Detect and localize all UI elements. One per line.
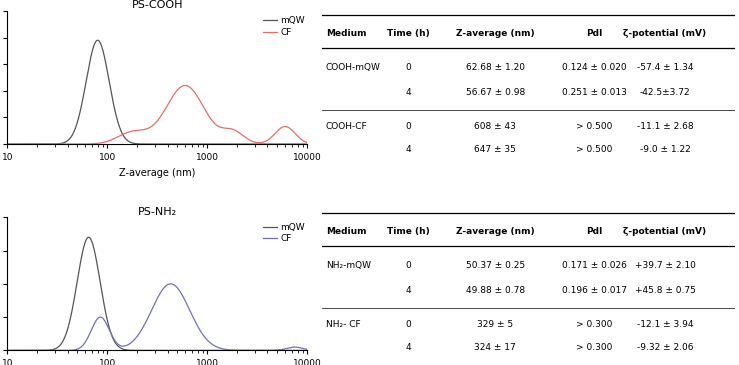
Text: 0: 0: [406, 63, 412, 72]
Text: Medium: Medium: [326, 227, 366, 236]
Text: NH₂-mQW: NH₂-mQW: [326, 261, 371, 270]
Text: Time (h): Time (h): [387, 29, 430, 38]
Text: 49.88 ± 0.78: 49.88 ± 0.78: [466, 287, 525, 296]
Text: Time (h): Time (h): [387, 227, 430, 236]
Text: > 0.300: > 0.300: [576, 343, 613, 352]
Text: -12.1 ± 3.94: -12.1 ± 3.94: [637, 320, 693, 330]
Text: 329 ± 5: 329 ± 5: [477, 320, 514, 330]
Text: NH₂- CF: NH₂- CF: [326, 320, 361, 330]
Text: 4: 4: [406, 287, 411, 296]
Text: 324 ± 17: 324 ± 17: [474, 343, 516, 352]
Text: Medium: Medium: [326, 29, 366, 38]
Text: Z-average (nm): Z-average (nm): [456, 29, 534, 38]
X-axis label: Z-average (nm): Z-average (nm): [119, 168, 196, 178]
Text: -9.0 ± 1.22: -9.0 ± 1.22: [639, 145, 690, 154]
Text: -57.4 ± 1.34: -57.4 ± 1.34: [637, 63, 693, 72]
Legend: mQW, CF: mQW, CF: [259, 219, 309, 247]
Text: +45.8 ± 0.75: +45.8 ± 0.75: [635, 287, 695, 296]
Text: 56.67 ± 0.98: 56.67 ± 0.98: [466, 88, 525, 97]
Text: 4: 4: [406, 145, 411, 154]
Text: -9.32 ± 2.06: -9.32 ± 2.06: [637, 343, 693, 352]
Text: -11.1 ± 2.68: -11.1 ± 2.68: [636, 122, 693, 131]
Text: PdI: PdI: [587, 29, 603, 38]
Text: +39.7 ± 2.10: +39.7 ± 2.10: [635, 261, 695, 270]
Text: > 0.500: > 0.500: [576, 122, 613, 131]
Text: > 0.500: > 0.500: [576, 145, 613, 154]
Text: 4: 4: [406, 343, 411, 352]
Text: > 0.300: > 0.300: [576, 320, 613, 330]
Text: 0.171 ± 0.026: 0.171 ± 0.026: [562, 261, 627, 270]
Text: 0.196 ± 0.017: 0.196 ± 0.017: [562, 287, 627, 296]
Text: COOH-CF: COOH-CF: [326, 122, 367, 131]
Title: PS-NH₂: PS-NH₂: [137, 207, 177, 216]
Text: 0.251 ± 0.013: 0.251 ± 0.013: [562, 88, 627, 97]
Text: COOH-mQW: COOH-mQW: [326, 63, 381, 72]
Text: 0: 0: [406, 261, 412, 270]
Text: Z-average (nm): Z-average (nm): [456, 227, 534, 236]
Text: 62.68 ± 1.20: 62.68 ± 1.20: [466, 63, 525, 72]
Text: ζ-potential (mV): ζ-potential (mV): [624, 29, 706, 38]
Text: 50.37 ± 0.25: 50.37 ± 0.25: [466, 261, 525, 270]
Text: 608 ± 43: 608 ± 43: [474, 122, 517, 131]
Text: 647 ± 35: 647 ± 35: [474, 145, 517, 154]
Text: 0: 0: [406, 320, 412, 330]
Legend: mQW, CF: mQW, CF: [259, 13, 309, 41]
Text: ζ-potential (mV): ζ-potential (mV): [624, 227, 706, 236]
Text: 0: 0: [406, 122, 412, 131]
Text: -42.5±3.72: -42.5±3.72: [640, 88, 690, 97]
Text: PdI: PdI: [587, 227, 603, 236]
Title: PS-COOH: PS-COOH: [132, 0, 183, 10]
Text: 0.124 ± 0.020: 0.124 ± 0.020: [562, 63, 627, 72]
Text: 4: 4: [406, 88, 411, 97]
